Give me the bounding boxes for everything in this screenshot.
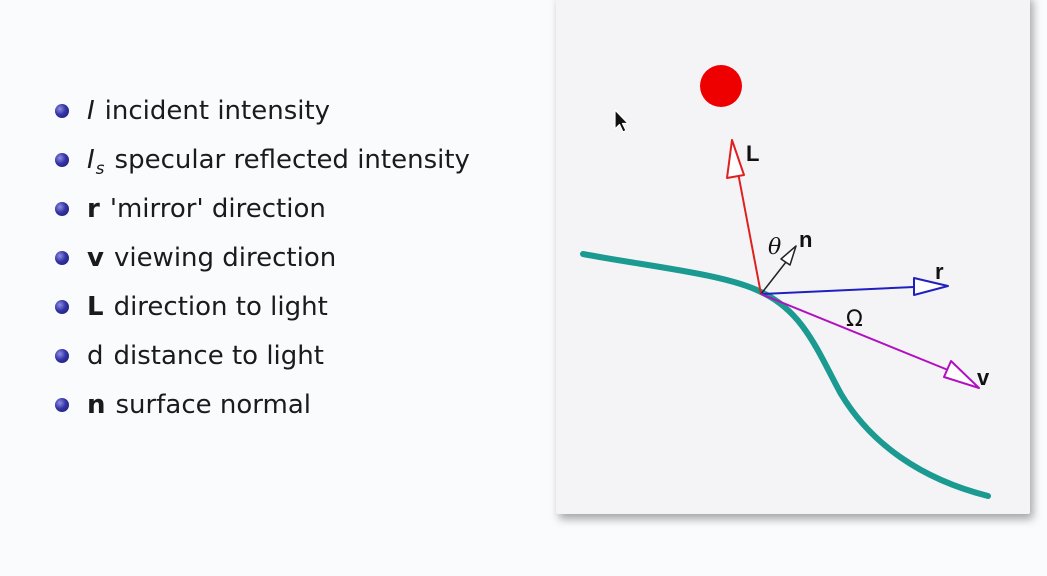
r-arrowhead [913,277,949,296]
list-item: L direction to light [55,282,470,331]
bullet-icon [55,152,69,167]
bullet-icon [55,103,69,118]
list-item: d distance to light [55,331,470,380]
item-symbol: L [87,291,104,322]
light-source [700,65,742,107]
n-vector [760,261,787,295]
n-arrowhead [780,245,797,266]
r-vector [760,286,915,295]
bullet-icon [55,250,69,265]
reflection-diagram: L n θ r Ω v [580,65,991,499]
list-item: n surface normal [55,380,470,429]
list-item: I incident intensity [55,86,470,135]
L-arrowhead [726,139,745,179]
n-label: n [799,227,812,252]
item-symbol: r [87,193,100,224]
item-symbol: I [87,144,95,175]
L-vector [735,161,762,295]
list-item: r 'mirror' direction [55,184,470,233]
surface-curve [580,251,991,499]
v-vector [760,293,949,371]
reflection-diagram-panel: L n θ r Ω v [556,0,1030,514]
item-symbol: d [87,340,104,371]
v-label: v [977,365,990,390]
bullet-icon [55,299,69,314]
item-text: direction to light [113,291,328,322]
item-subscript: s [95,158,105,179]
theta-label: θ [768,235,781,260]
omega-label: Ω [846,307,863,332]
item-text: distance to light [113,340,324,371]
item-symbol: v [87,242,104,273]
item-text: 'mirror' direction [109,193,326,224]
list-item: v viewing direction [55,233,470,282]
bullet-icon [55,397,69,412]
item-text: incident intensity [104,95,331,126]
item-text: viewing direction [113,242,337,273]
L-label: L [746,141,759,166]
bullet-icon [55,201,69,216]
v-arrowhead [943,360,980,389]
arrow-cursor-icon [614,109,629,133]
item-text: surface normal [115,389,311,420]
item-text: specular reflected intensity [114,144,470,175]
r-label: r [935,259,944,284]
item-symbol: n [87,389,106,420]
item-symbol: I [87,95,95,126]
bullet-icon [55,348,69,363]
